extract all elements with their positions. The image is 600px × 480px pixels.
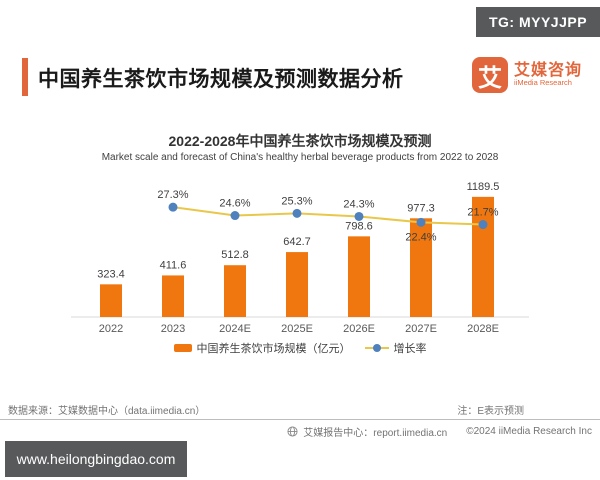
legend-item-market-scale: 中国养生茶饮市场规模（亿元） [173, 340, 351, 356]
bar-value-label-2024E: 512.8 [221, 249, 249, 261]
line-series-swatch [364, 344, 389, 352]
growth-rate-label-2025E: 25.3% [281, 195, 312, 207]
growth-rate-label-2028E: 21.7% [467, 207, 498, 219]
iimedia-logo: 艾 艾媒咨询 iiMedia Research [471, 57, 582, 93]
growth-rate-label-2027E: 22.4% [405, 231, 436, 243]
bar-value-label-2025E: 642.7 [283, 236, 311, 248]
chart-plot: 323.4 2022 411.6 2023 512.8 2024E 642.7 2025E 79… [71, 181, 529, 335]
globe-icon [287, 426, 298, 437]
chart-legend: 中国养生茶饮市场规模（亿元） 增长率 [0, 340, 600, 356]
growth-marker-2025E [292, 208, 302, 218]
bar-2025E [286, 252, 308, 317]
line-series-dot [372, 344, 381, 352]
page-title: 中国养生茶饮市场规模及预测数据分析 [38, 68, 404, 91]
watermark-badge: www.heilongbingdao.com [5, 441, 187, 477]
title-accent-bar [22, 58, 28, 96]
growth-rate-line [172, 206, 484, 226]
legend-label-market-scale: 中国养生茶饮市场规模（亿元） [196, 343, 351, 355]
x-axis-label-2024E: 2024E [219, 323, 251, 335]
growth-marker-2028E [478, 220, 488, 230]
logo-name-en: iiMedia Research [513, 78, 572, 88]
report-center-url: 艾媒报告中心：report.iimedia.cn [303, 428, 448, 439]
bar-2028E [472, 196, 494, 317]
x-axis-label-2028E: 2028E [467, 323, 499, 335]
growth-marker-2024E [230, 211, 240, 221]
bar-2023 [162, 275, 184, 317]
x-axis-label-2025E: 2025E [281, 323, 313, 335]
bar-value-label-2022: 323.4 [97, 268, 125, 280]
legend-item-growth-rate: 增长率 [364, 340, 427, 356]
bar-value-label-2023: 411.6 [160, 259, 187, 271]
bar-series-swatch [173, 344, 192, 352]
chart-title: 2022-2028年中国养生茶饮市场规模及预测 [168, 133, 432, 149]
growth-rate-label-2024E: 24.6% [219, 198, 250, 210]
x-axis-label-2022: 2022 [99, 323, 123, 335]
x-axis-label-2027E: 2027E [405, 323, 437, 335]
bar-2027E [410, 218, 432, 317]
footer-divider [0, 419, 600, 420]
growth-marker-2023 [168, 202, 178, 212]
bar-2022 [100, 284, 122, 317]
iimedia-logo-icon: 艾 [471, 57, 508, 93]
data-source-note: 数据来源：艾媒数据中心（data.iimedia.cn） [8, 406, 206, 417]
growth-marker-2026E [354, 211, 364, 221]
x-axis-label-2023: 2023 [161, 323, 185, 335]
growth-rate-label-2023: 27.3% [157, 189, 188, 201]
tg-badge: TG: MYYJJPP [476, 7, 600, 37]
forecast-note: 注：E表示预测 [457, 406, 524, 417]
bar-value-label-2026E: 798.6 [345, 220, 373, 232]
bar-value-label-2027E: 977.3 [407, 202, 435, 214]
bar-2024E [224, 265, 246, 317]
bar-value-label-2028E: 1189.5 [467, 181, 500, 193]
logo-name-cn: 艾媒咨询 [513, 61, 582, 79]
copyright-text: ©2024 iiMedia Research Inc [466, 426, 592, 437]
bar-2026E [348, 236, 370, 317]
growth-rate-label-2026E: 24.3% [343, 198, 374, 210]
growth-marker-2027E [416, 217, 426, 227]
legend-label-growth-rate: 增长率 [393, 343, 427, 355]
x-axis-label-2026E: 2026E [343, 323, 375, 335]
footer-report-line: 艾媒报告中心：report.iimedia.cn ©2024 iiMedia R… [287, 424, 592, 439]
chart-subtitle: Market scale and forecast of China's hea… [101, 152, 499, 163]
